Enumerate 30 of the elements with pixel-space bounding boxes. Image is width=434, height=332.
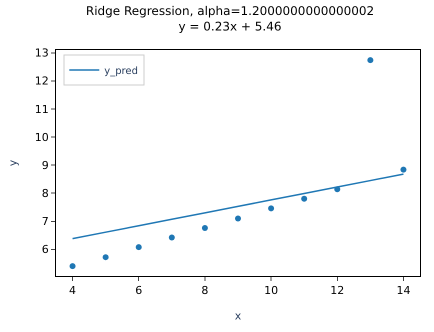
y-tick-label: 10 (34, 130, 49, 144)
x-tick-label: 4 (69, 284, 76, 298)
x-tick-label: 10 (264, 284, 278, 298)
chart-title: Ridge Regression, alpha=1.2000000000000002 (86, 4, 374, 18)
y-tick-label: 11 (34, 102, 49, 116)
x-tick-label: 8 (201, 284, 208, 298)
point (268, 205, 274, 212)
point (301, 196, 308, 202)
x-tick-label: 6 (135, 284, 142, 298)
point (102, 254, 109, 260)
y-tick-label: 7 (42, 215, 49, 228)
point (168, 234, 175, 241)
point (235, 215, 241, 222)
point (136, 244, 142, 250)
y-tick-label: 9 (42, 158, 49, 172)
y-axis-title: y (6, 159, 20, 166)
x-tick-label: 12 (330, 284, 344, 298)
y-tick-label: 6 (42, 243, 49, 256)
x-axis-title: x (234, 309, 242, 322)
chart-subtitle: y = 0.23x + 5.46 (178, 20, 282, 34)
y-tick-label: 12 (34, 74, 49, 88)
point (334, 186, 340, 192)
x-tick-label: 14 (396, 284, 410, 298)
point (400, 166, 406, 173)
y-tick-label: 8 (42, 187, 49, 200)
legend-label: y_pred (104, 66, 138, 77)
point (367, 57, 374, 64)
point (70, 263, 76, 270)
y-tick-label: 13 (34, 46, 49, 60)
point (202, 224, 208, 231)
